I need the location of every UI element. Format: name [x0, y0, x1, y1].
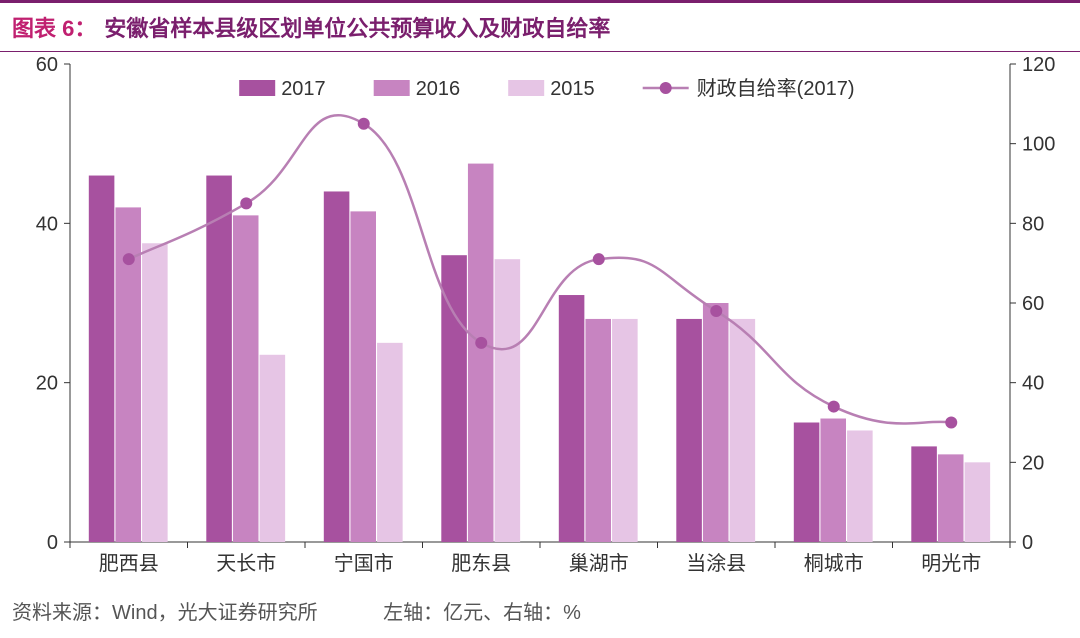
y-right-tick: 60 — [1022, 293, 1044, 315]
bar-2016 — [233, 215, 259, 542]
category-label: 肥东县 — [451, 552, 511, 575]
line-marker — [240, 197, 252, 209]
bar-2016 — [350, 211, 376, 542]
category-label: 当涂县 — [686, 552, 746, 575]
bar-2015 — [965, 462, 991, 542]
line-marker — [123, 253, 135, 265]
footer-axes: 左轴：亿元、右轴：% — [383, 596, 581, 625]
line-marker — [593, 253, 605, 265]
y-left-tick: 0 — [47, 532, 58, 554]
title-prefix: 图表 6： — [12, 11, 96, 43]
category-label: 桐城市 — [804, 552, 864, 575]
line-marker — [945, 417, 957, 429]
bar-2017 — [206, 176, 232, 542]
bar-2017 — [324, 191, 350, 542]
chart-footer: 资料来源：Wind，光大证券研究所 左轴：亿元、右轴：% — [0, 590, 1080, 625]
legend-label: 2016 — [416, 78, 461, 100]
bar-2017 — [559, 295, 585, 542]
category-label: 天长市 — [216, 552, 276, 575]
bar-2015 — [730, 319, 756, 542]
bar-2017 — [676, 319, 702, 542]
legend-label: 2017 — [281, 78, 326, 100]
line-marker — [475, 337, 487, 349]
legend-label: 财政自给率(2017) — [697, 77, 855, 100]
bar-2015 — [847, 430, 873, 542]
bar-2017 — [911, 446, 937, 542]
y-right-tick: 100 — [1022, 134, 1055, 156]
bar-2016 — [468, 164, 494, 542]
y-left-tick: 20 — [36, 373, 58, 395]
y-right-tick: 80 — [1022, 213, 1044, 235]
bar-2015 — [612, 319, 638, 542]
chart-area: 0 20 40 60 0 20 40 60 80 100 120 肥西县 天长市 宁国市 肥东县 巢湖市 当涂县… — [0, 52, 1080, 590]
bar-2016 — [938, 454, 964, 542]
category-label: 巢湖市 — [569, 552, 629, 575]
y-right-tick: 120 — [1022, 54, 1055, 76]
legend-swatch — [508, 80, 544, 96]
bar-2016 — [820, 419, 846, 542]
bar-2017 — [89, 176, 115, 542]
bar-2015 — [377, 343, 403, 542]
category-label: 明光市 — [921, 552, 981, 575]
bar-2016 — [703, 303, 729, 542]
line-marker — [828, 401, 840, 413]
legend-swatch — [374, 80, 410, 96]
bar-2017 — [794, 423, 820, 543]
footer-source: 资料来源：Wind，光大证券研究所 — [12, 596, 318, 625]
bar-2016 — [585, 319, 611, 542]
y-left-tick: 60 — [36, 54, 58, 76]
line-marker — [710, 305, 722, 317]
category-label: 宁国市 — [334, 552, 394, 575]
bar-2015 — [495, 259, 521, 542]
chart-svg: 0 20 40 60 0 20 40 60 80 100 120 肥西县 天长市 宁国市 肥东县 巢湖市 当涂县… — [0, 52, 1080, 590]
y-right-tick: 0 — [1022, 532, 1033, 554]
line-marker — [358, 118, 370, 130]
chart-title-bar: 图表 6： 安徽省样本县级区划单位公共预算收入及财政自给率 — [0, 0, 1080, 52]
bar-2015 — [142, 243, 168, 542]
y-left-tick: 40 — [36, 213, 58, 235]
y-right-tick: 20 — [1022, 452, 1044, 474]
title-text: 安徽省样本县级区划单位公共预算收入及财政自给率 — [104, 11, 610, 43]
category-label: 肥西县 — [99, 553, 159, 575]
legend-label: 2015 — [550, 78, 595, 100]
legend-line-marker — [660, 82, 672, 94]
y-right-tick: 40 — [1022, 373, 1044, 395]
legend-swatch — [239, 80, 275, 96]
bar-2015 — [260, 355, 286, 542]
